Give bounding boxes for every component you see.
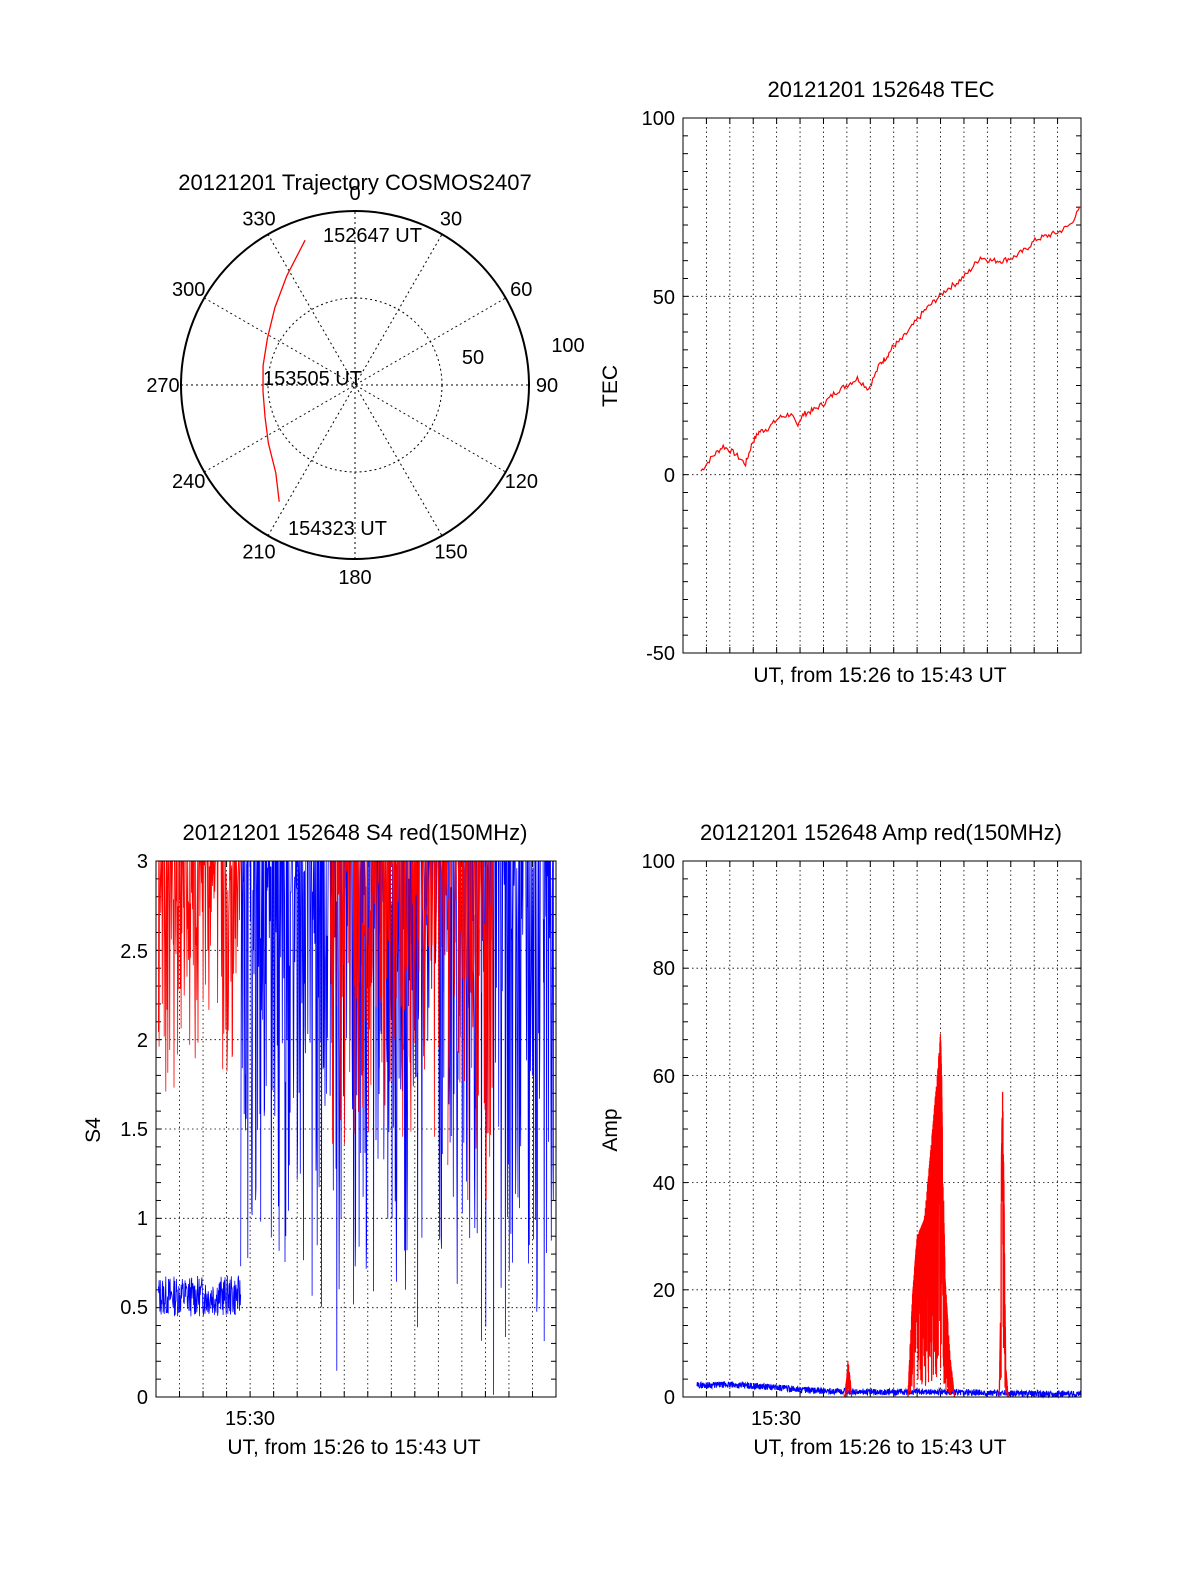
- amp-ytick-40: 40: [653, 1173, 675, 1195]
- polar-trajectory-panel: 20121201 Trajectory COSMOS2407 0 30 60 90 12…: [146, 170, 584, 589]
- tec-ylabel: TEC: [599, 365, 622, 407]
- trajectory-mid-label: 153505 UT: [263, 368, 362, 390]
- amp-plot-frame: [682, 860, 1082, 1398]
- polar-angle-label-300: 300: [172, 279, 205, 301]
- polar-angle-label-210: 210: [242, 541, 275, 563]
- polar-title: 20121201 Trajectory COSMOS2407: [178, 170, 531, 195]
- s4-xlabel: UT, from 15:26 to 15:43 UT: [227, 1436, 480, 1459]
- s4-ytick-3: 3: [137, 851, 148, 873]
- polar-angle-labels: 0 30 60 90 120 150 180 210 240 270 300 330: [146, 183, 558, 589]
- red-amp-series-line: [843, 1033, 1009, 1398]
- polar-angle-label-150: 150: [434, 541, 467, 563]
- amp-data: [696, 1033, 1082, 1399]
- polar-spoke-120: [204, 297, 506, 473]
- tec-xlabel: UT, from 15:26 to 15:43 UT: [753, 664, 1006, 687]
- s4-title: 20121201 152648 S4 red(150MHz): [183, 820, 528, 845]
- s4-ytick-1: 1: [137, 1208, 148, 1230]
- polar-angle-label-60: 60: [510, 279, 532, 301]
- trajectory-line: [262, 239, 306, 502]
- tec-grid: [683, 118, 1081, 653]
- amp-title: 20121201 152648 Amp red(150MHz): [700, 820, 1062, 845]
- tec-ytick-50: 50: [653, 287, 675, 309]
- blue-s4-series-segment-0: [158, 1275, 242, 1317]
- tec-panel: 20121201 152648 TEC 100 50 0 -50 TEC UT,…: [599, 77, 1082, 687]
- polar-angle-label-180: 180: [338, 567, 371, 589]
- red-s4-series-segment-0: [157, 860, 241, 1092]
- polar-spoke-150: [267, 234, 443, 536]
- amp-ytick-20: 20: [653, 1280, 675, 1302]
- s4-ytick-1.5: 1.5: [120, 1119, 148, 1141]
- blue-s4-series-segment-3: [492, 860, 554, 1395]
- polar-angle-label-240: 240: [172, 471, 205, 493]
- amp-xlabel: UT, from 15:26 to 15:43 UT: [753, 1436, 1006, 1459]
- polar-radial-tick-50: 50: [462, 347, 484, 369]
- polar-angle-label-270: 270: [146, 375, 179, 397]
- trajectory-end-label: 154323 UT: [288, 518, 387, 540]
- tec-y-ticks: 100 50 0 -50: [642, 108, 675, 665]
- amp-y-ticks: 100 80 60 40 20 0: [642, 851, 675, 1409]
- amp-panel: 20121201 152648 Amp red(150MHz) 100 80 6…: [599, 820, 1082, 1459]
- polar-radial-tick-100: 100: [551, 335, 584, 357]
- amp-grid: [683, 861, 1081, 1397]
- tec-ytick-100: 100: [642, 108, 675, 130]
- tec-series-line: [700, 206, 1082, 472]
- tec-ytick-neg50: -50: [646, 643, 675, 665]
- blue-amp-series-line: [696, 1380, 1082, 1399]
- s4-ytick-2: 2: [137, 1030, 148, 1052]
- polar-spokes: [181, 211, 529, 559]
- s4-panel: 20121201 152648 S4 red(150MHz) 3 2.5 2 1…: [82, 820, 557, 1459]
- s4-ytick-0: 0: [137, 1387, 148, 1409]
- polar-spoke-60: [204, 297, 506, 473]
- tec-title: 20121201 152648 TEC: [767, 77, 994, 102]
- s4-ylabel: S4: [82, 1117, 105, 1143]
- polar-angle-label-330: 330: [242, 209, 275, 231]
- amp-ylabel: Amp: [599, 1108, 622, 1151]
- s4-ytick-0.5: 0.5: [120, 1297, 148, 1319]
- polar-spoke-30: [267, 234, 443, 536]
- amp-xtick-1530: 15:30: [751, 1408, 801, 1430]
- polar-angle-label-0: 0: [349, 183, 360, 205]
- tec-plot-frame: [682, 117, 1082, 654]
- s4-ytick-2.5: 2.5: [120, 941, 148, 963]
- blue-s4-series-segment-1: [240, 860, 331, 1307]
- polar-angle-label-120: 120: [505, 471, 538, 493]
- amp-ytick-0: 0: [664, 1387, 675, 1409]
- s4-plot-frame: [155, 860, 557, 1398]
- s4-y-ticks: 3 2.5 2 1.5 1 0.5 0: [120, 851, 148, 1409]
- trajectory-start-label: 152647 UT: [323, 225, 422, 247]
- amp-ytick-80: 80: [653, 958, 675, 980]
- amp-ytick-100: 100: [642, 851, 675, 873]
- tec-ytick-0: 0: [664, 465, 675, 487]
- s4-data: [157, 860, 554, 1395]
- polar-angle-label-90: 90: [536, 375, 558, 397]
- polar-angle-label-30: 30: [440, 209, 462, 231]
- s4-xtick-1530: 15:30: [225, 1408, 275, 1430]
- amp-ytick-60: 60: [653, 1066, 675, 1088]
